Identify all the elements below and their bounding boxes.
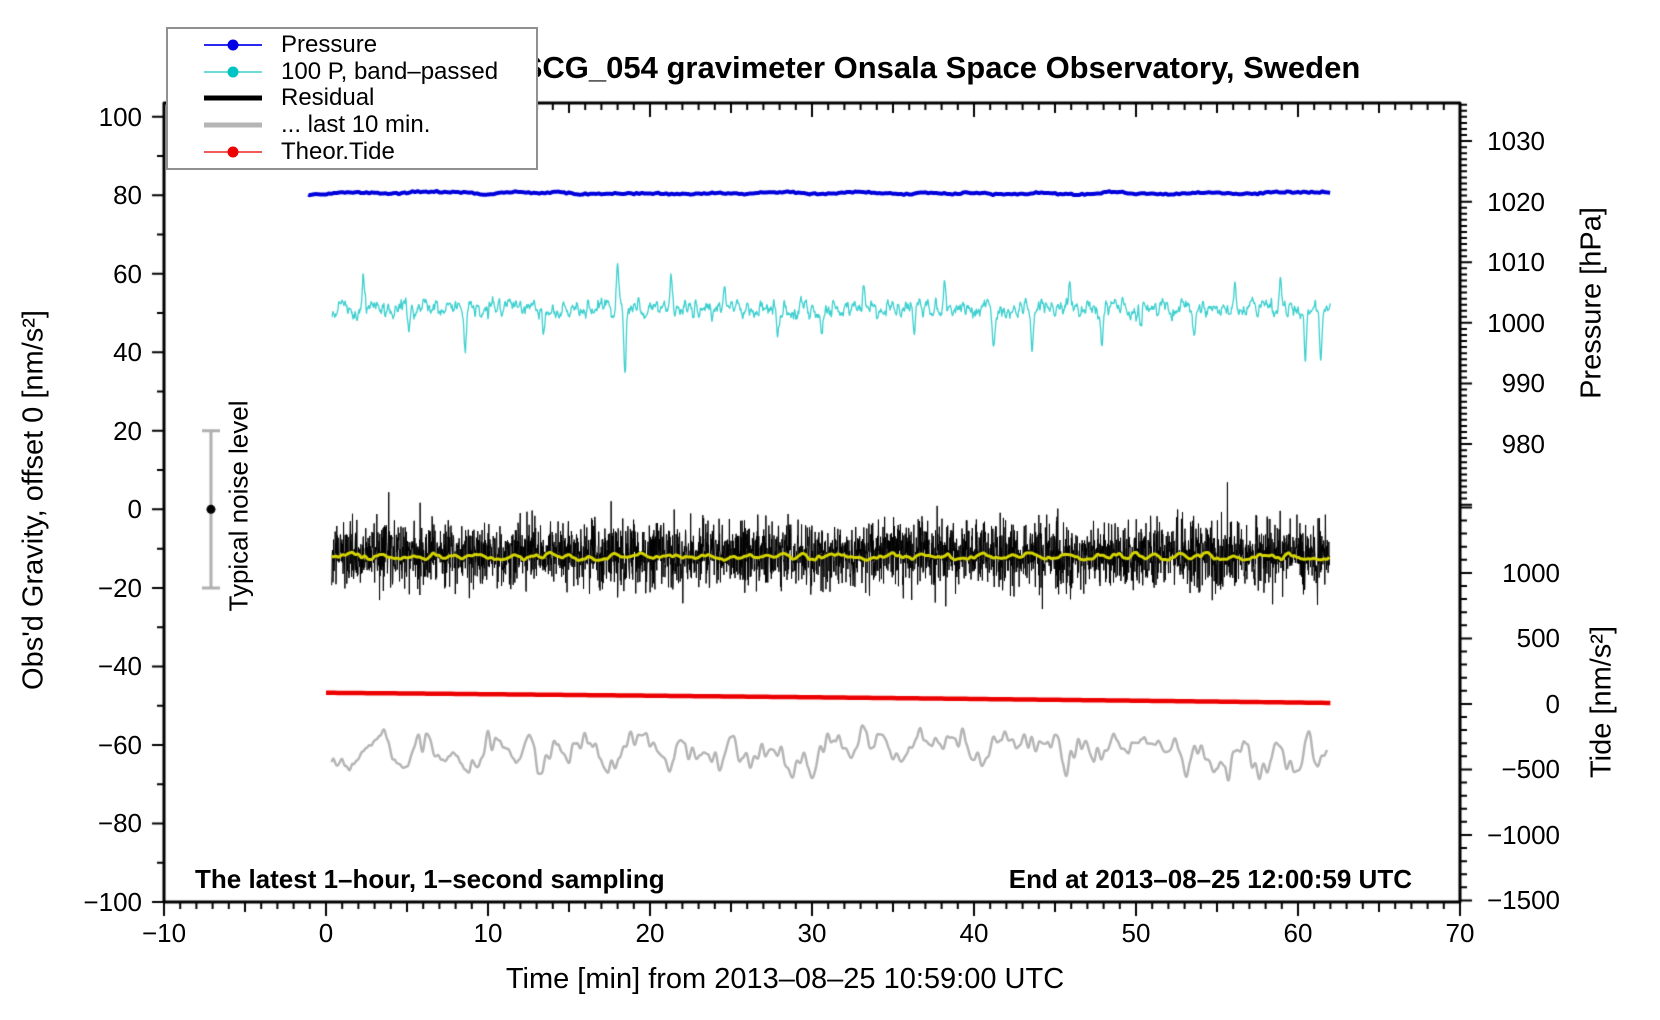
x-tick-label: 40	[959, 918, 989, 948]
y-axis-label-tide: Tide [nm/s²]	[1585, 625, 1618, 779]
legend-line-sample	[204, 122, 262, 128]
pressure-tick-label: 990	[1501, 368, 1545, 399]
chart-title: SCG_054 gravimeter Onsala Space Observat…	[521, 50, 1361, 85]
tide-tick-label: 0	[1545, 688, 1560, 719]
pressure-tick-label: 1030	[1487, 126, 1545, 157]
legend-line-sample	[204, 146, 262, 158]
tide-tick-label: 500	[1516, 623, 1560, 654]
x-tick-label: 50	[1121, 918, 1151, 948]
legend-item: Pressure	[204, 31, 536, 59]
sampling-annotation: The latest 1–hour, 1–second sampling	[195, 864, 665, 894]
legend-item: Theor.Tide	[204, 137, 536, 165]
end-time-annotation: End at 2013–08–25 12:00:59 UTC	[1008, 864, 1412, 894]
gravity-tick-label: −20	[97, 572, 142, 603]
gravity-tick-label: 20	[113, 415, 142, 446]
tide-tick-label: −1500	[1486, 885, 1560, 916]
x-tick-label: −10	[141, 918, 187, 948]
gravity-tick-label: 60	[113, 258, 142, 289]
pressure-tick-label: 1020	[1487, 186, 1545, 217]
gravity-tick-label: −100	[83, 887, 142, 917]
legend-line-sample	[204, 95, 262, 101]
x-tick-label: 20	[635, 918, 665, 948]
y-axis-label-pressure: Pressure [hPa]	[1575, 207, 1608, 399]
x-tick-label: 30	[797, 918, 827, 948]
legend-item-label: ... last 10 min.	[281, 111, 431, 139]
legend-item: ... last 10 min.	[204, 111, 536, 139]
gravity-tick-label: 40	[113, 337, 142, 368]
x-tick-label: 70	[1445, 918, 1475, 948]
legend-item-label: 100 P, band–passed	[281, 57, 499, 85]
pressure-tick-label: 1010	[1487, 247, 1545, 278]
gravity-tick-label: −80	[97, 808, 142, 839]
x-tick-label: 60	[1283, 918, 1313, 948]
pressure-tick-label: 1000	[1487, 307, 1545, 338]
tide-tick-label: 1000	[1502, 557, 1560, 588]
pressure-tick-label: 980	[1501, 429, 1545, 460]
legend: Pressure 100 P, band–passed Residual... la…	[166, 27, 538, 170]
legend-marker-dot	[227, 66, 239, 78]
legend-item-label: Pressure	[281, 31, 378, 59]
legend-item-label: Residual	[281, 84, 375, 112]
gravity-tick-label: −60	[97, 729, 142, 760]
tide-tick-label: −500	[1501, 754, 1560, 785]
x-tick-label: 10	[473, 918, 503, 948]
legend-item-label: Theor.Tide	[281, 137, 395, 165]
legend-item: Residual	[204, 84, 536, 112]
gravity-tick-label: −40	[97, 651, 142, 682]
x-axis-label: Time [min] from 2013–08–25 10:59:00 UTC	[505, 963, 1065, 995]
legend-marker-dot	[227, 146, 239, 158]
tide-tick-label: −1000	[1486, 819, 1560, 850]
legend-line-sample	[204, 39, 262, 51]
gravity-tick-label: 80	[113, 180, 142, 211]
legend-line-sample	[204, 66, 262, 78]
legend-marker-dot	[227, 39, 239, 51]
legend-item: 100 P, band–passed	[204, 57, 536, 85]
gravity-tick-label: 100	[98, 101, 142, 132]
x-tick-label: 0	[318, 918, 334, 948]
noise-level-label: Typical noise level	[223, 400, 254, 612]
gravity-tick-label: 0	[127, 494, 142, 525]
